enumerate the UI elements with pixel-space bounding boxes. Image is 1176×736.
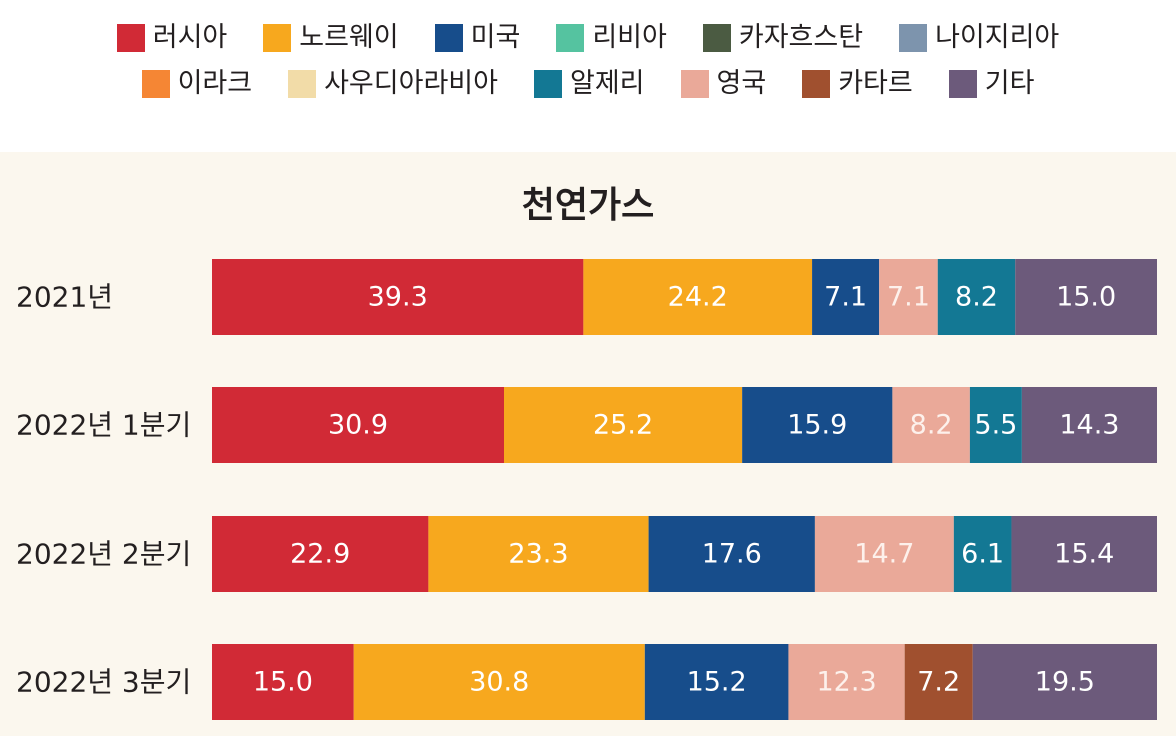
data-label: 15.0: [1056, 282, 1116, 313]
data-label: 15.0: [253, 667, 313, 698]
bar-segment: [212, 644, 354, 720]
bar-segment: [1015, 259, 1157, 335]
data-label: 30.9: [328, 410, 388, 441]
legend-label: 카자흐스탄: [738, 22, 864, 53]
data-label: 8.2: [910, 410, 953, 441]
bar-segment: [937, 259, 1016, 335]
legend-item-norway: 노르웨이: [263, 22, 399, 53]
legend-item-russia: 러시아: [116, 22, 228, 53]
data-label: 22.9: [290, 539, 350, 570]
legend-swatch: [116, 24, 145, 52]
legend-item-libya: 리비아: [556, 23, 667, 53]
bar-segment: [812, 259, 880, 335]
legend-swatch: [141, 70, 170, 98]
bar-segment: [644, 644, 789, 720]
bar-segment: [648, 516, 815, 592]
legend: 러시아 노르웨이 미국 리비아 카자흐스탄 나이지리아 이라크 사우디아라비아 …: [0, 0, 1176, 150]
data-label: 7.1: [824, 282, 867, 313]
bar-segment: [212, 259, 584, 335]
data-label: 25.2: [593, 410, 653, 441]
legend-item-qatar: 카타르: [802, 69, 913, 99]
legend-swatch: [899, 24, 928, 52]
legend-label: 알제리: [569, 68, 645, 99]
legend-item-uk: 영국: [680, 68, 767, 99]
bar-segment: [814, 516, 954, 592]
bar-segment: [428, 516, 649, 592]
legend-label: 영국: [716, 68, 767, 99]
data-label: 7.1: [887, 282, 930, 313]
bar-segment: [892, 387, 970, 463]
data-label: 15.9: [787, 410, 847, 441]
data-label: 24.2: [668, 282, 728, 313]
data-label: 8.2: [955, 282, 998, 313]
legend-label: 사우디아라비아: [324, 68, 498, 99]
chart-title: 천연가스: [521, 185, 655, 226]
legend-row-2: 이라크 사우디아라비아 알제리 영국 카타르 기타: [0, 61, 1176, 107]
legend-swatch: [680, 70, 709, 98]
data-label: 14.7: [854, 539, 914, 570]
category-label: 2022년 1분기: [16, 409, 191, 442]
category-label: 2022년 2분기: [16, 538, 191, 571]
data-label: 19.5: [1035, 667, 1095, 698]
bar-segment: [788, 644, 905, 720]
legend-item-usa: 미국: [434, 22, 521, 53]
legend-swatch: [263, 24, 292, 52]
data-label: 5.5: [974, 410, 1017, 441]
category-label: 2021년: [16, 281, 113, 314]
data-label: 6.1: [961, 539, 1004, 570]
legend-item-saudi-arabia: 사우디아라비아: [288, 69, 498, 99]
bar-segment: [1011, 516, 1157, 592]
bar-segment: [742, 387, 893, 463]
bar-segment: [1021, 387, 1157, 463]
legend-swatch: [802, 70, 831, 98]
bar-segment: [353, 644, 645, 720]
bar-segment: [953, 516, 1012, 592]
data-label: 7.2: [917, 667, 960, 698]
data-label: 15.4: [1054, 539, 1114, 570]
data-label: 17.6: [702, 539, 762, 570]
data-label: 14.3: [1059, 410, 1119, 441]
legend-item-algeria: 알제리: [533, 68, 645, 99]
legend-label: 미국: [470, 22, 521, 53]
category-label: 2022년 3분기: [16, 666, 191, 699]
data-label: 30.8: [469, 667, 529, 698]
legend-label: 리비아: [592, 22, 667, 53]
legend-item-others: 기타: [948, 68, 1035, 99]
legend-label: 기타: [984, 68, 1035, 99]
bar-segment: [583, 259, 813, 335]
bar-segment: [212, 516, 429, 592]
data-label: 15.2: [687, 667, 747, 698]
legend-item-kazakhstan: 카자흐스탄: [702, 22, 864, 53]
bar-segment: [904, 644, 973, 720]
legend-row-1: 러시아 노르웨이 미국 리비아 카자흐스탄 나이지리아: [0, 15, 1176, 61]
data-label: 39.3: [368, 282, 428, 313]
data-label: 12.3: [817, 667, 877, 698]
legend-swatch: [948, 70, 977, 98]
legend-swatch: [556, 24, 585, 52]
legend-label: 이라크: [177, 68, 253, 99]
legend-swatch: [702, 24, 731, 52]
bar-segment: [972, 644, 1157, 720]
legend-swatch: [288, 70, 317, 98]
bar-segment: [969, 387, 1022, 463]
bar-segment: [504, 387, 743, 463]
legend-label: 러시아: [152, 22, 228, 53]
bar-segment: [212, 387, 505, 463]
legend-label: 노르웨이: [299, 22, 399, 53]
bar-segment: [879, 259, 938, 335]
legend-swatch: [533, 70, 562, 98]
legend-label: 카타르: [838, 68, 913, 99]
legend-label: 나이지리아: [935, 22, 1060, 53]
legend-item-iraq: 이라크: [141, 68, 253, 99]
legend-item-nigeria: 나이지리아: [899, 23, 1059, 53]
data-label: 23.3: [508, 539, 568, 570]
legend-swatch: [434, 24, 463, 52]
